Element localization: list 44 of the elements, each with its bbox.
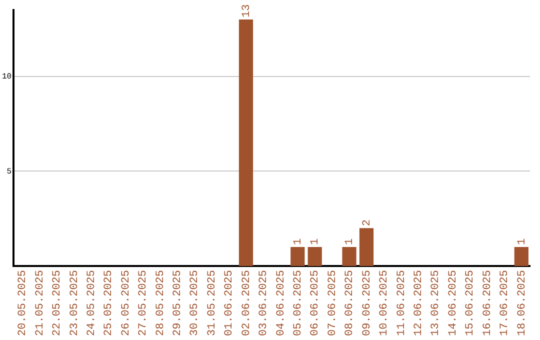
x-tick-label: 06.06.2025 [310, 270, 322, 336]
x-tick-label: 16.06.2025 [482, 270, 494, 336]
x-tick-label: 26.05.2025 [120, 270, 132, 336]
x-tick-label: 17.06.2025 [499, 270, 512, 336]
x-tick-label: 07.06.2025 [326, 270, 339, 336]
x-tick-label: 05.06.2025 [292, 270, 305, 336]
x-tick-label: 09.06.2025 [361, 270, 374, 336]
x-tick-label: 18.06.2025 [516, 270, 528, 336]
x-tick-label: 23.05.2025 [68, 270, 81, 336]
x-tick-label: 12.06.2025 [413, 270, 426, 336]
x-tick-label: 27.05.2025 [138, 270, 150, 336]
x-tick-label: 15.06.2025 [464, 270, 477, 336]
x-tick-label: 03.06.2025 [258, 270, 270, 336]
x-tick-label: 08.06.2025 [344, 270, 356, 336]
y-tick-label: 10 [2, 72, 12, 82]
x-tick-label: 01.06.2025 [224, 270, 236, 336]
data-label: 1 [516, 238, 528, 246]
x-tick-label: 13.06.2025 [430, 270, 442, 336]
x-tick-label: 22.05.2025 [52, 270, 64, 336]
x-tick-label: 10.06.2025 [378, 270, 391, 336]
data-label: 2 [361, 219, 374, 226]
x-tick-label: 29.05.2025 [172, 270, 184, 336]
bar [514, 247, 528, 266]
data-label: 13 [240, 4, 253, 18]
x-tick-label: 04.06.2025 [275, 270, 288, 336]
x-tick-label: 14.06.2025 [447, 270, 460, 336]
x-tick-label: 02.06.2025 [240, 270, 253, 336]
bar [359, 228, 374, 266]
x-tick-label: 31.05.2025 [206, 270, 218, 336]
y-tick-label: 5 [6, 167, 12, 176]
x-tick-label: 11.06.2025 [396, 270, 408, 336]
x-tick-label: 25.05.2025 [103, 270, 116, 336]
bar [238, 19, 254, 266]
x-tick-label: 20.05.2025 [17, 270, 30, 336]
x-tick-label: 21.05.2025 [34, 270, 46, 336]
x-tick-label: 30.05.2025 [189, 270, 202, 336]
x-tick-label: 28.05.2025 [154, 270, 167, 336]
data-label: 1 [344, 238, 356, 246]
data-label: 1 [310, 238, 322, 246]
bar [308, 247, 322, 266]
data-label: 1 [292, 238, 305, 246]
bar [290, 247, 305, 266]
x-tick-label: 24.05.2025 [86, 270, 98, 336]
bar [342, 247, 356, 266]
